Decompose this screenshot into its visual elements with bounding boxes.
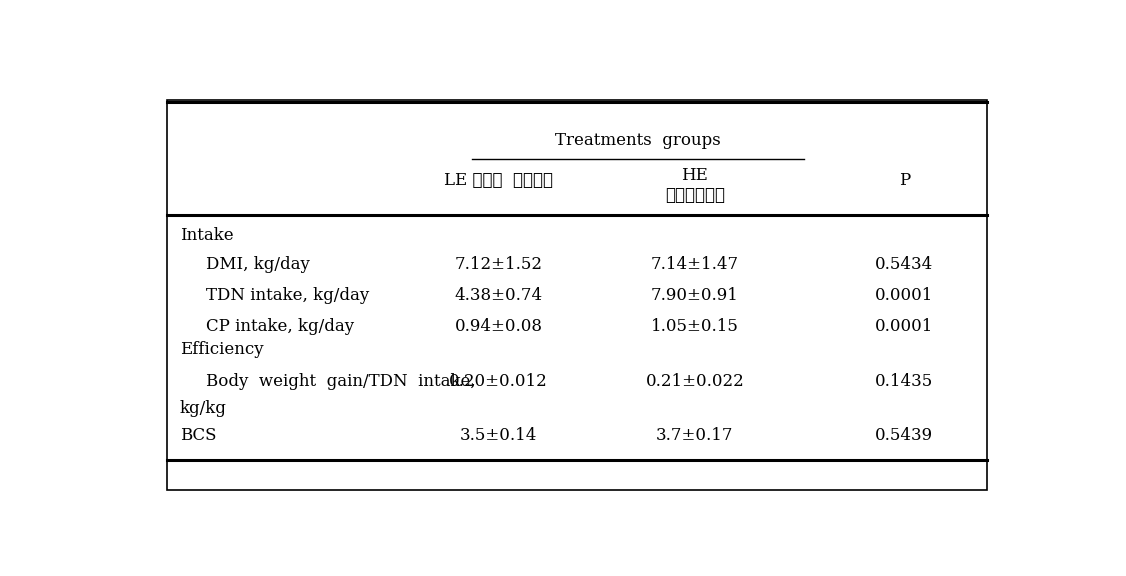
- Text: 3.7±0.17: 3.7±0.17: [656, 426, 734, 444]
- Text: LE （표준  에너지）: LE （표준 에너지）: [444, 172, 553, 190]
- Text: 0.0001: 0.0001: [875, 318, 933, 335]
- Text: 0.5439: 0.5439: [875, 426, 933, 444]
- Text: 3.5±0.14: 3.5±0.14: [459, 426, 537, 444]
- Text: Efficiency: Efficiency: [180, 341, 263, 358]
- Text: 0.21±0.022: 0.21±0.022: [645, 373, 744, 391]
- Text: （고에너지）: （고에너지）: [664, 187, 725, 204]
- Text: CP intake, kg/day: CP intake, kg/day: [206, 318, 355, 335]
- Text: Body  weight  gain/TDN  intake,: Body weight gain/TDN intake,: [206, 373, 476, 391]
- Text: 0.20±0.012: 0.20±0.012: [449, 373, 548, 391]
- Text: Intake: Intake: [180, 228, 233, 244]
- Text: DMI, kg/day: DMI, kg/day: [206, 256, 310, 273]
- Text: 0.5434: 0.5434: [875, 256, 933, 273]
- Text: 4.38±0.74: 4.38±0.74: [455, 287, 543, 304]
- Text: 7.12±1.52: 7.12±1.52: [455, 256, 543, 273]
- Text: 0.94±0.08: 0.94±0.08: [455, 318, 543, 335]
- Text: 0.0001: 0.0001: [875, 287, 933, 304]
- Text: 1.05±0.15: 1.05±0.15: [651, 318, 739, 335]
- Text: HE: HE: [681, 167, 708, 184]
- Text: Treatments  groups: Treatments groups: [555, 132, 721, 149]
- Text: 7.90±0.91: 7.90±0.91: [651, 287, 739, 304]
- Text: TDN intake, kg/day: TDN intake, kg/day: [206, 287, 369, 304]
- Text: P: P: [899, 172, 910, 190]
- Text: BCS: BCS: [180, 426, 216, 444]
- Text: 0.1435: 0.1435: [875, 373, 933, 391]
- Text: kg/kg: kg/kg: [180, 400, 227, 417]
- Text: 7.14±1.47: 7.14±1.47: [651, 256, 739, 273]
